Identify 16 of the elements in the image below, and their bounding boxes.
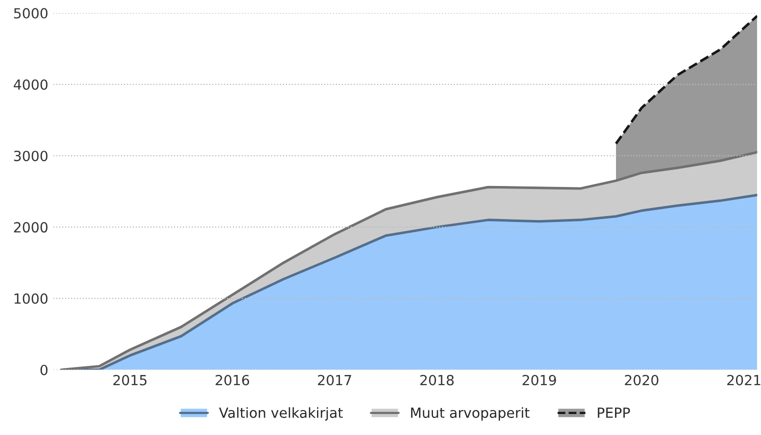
- legend-label: PEPP: [598, 408, 630, 418]
- y-tick-label: 4000: [14, 79, 48, 90]
- x-tick-label: 2019: [522, 374, 556, 386]
- x-tick-label: 2015: [113, 374, 146, 386]
- x-tick-label: 2021: [727, 374, 760, 386]
- x-tick-label: 2020: [624, 374, 658, 386]
- y-tick-label: 2000: [14, 222, 48, 233]
- y-tick-label: 3000: [14, 150, 48, 162]
- x-tick-label: 2017: [318, 374, 352, 386]
- legend-label: Valtion velkakirjat: [219, 407, 343, 421]
- x-tick-label: 2018: [420, 374, 454, 386]
- x-tick-label: 2016: [216, 374, 250, 386]
- y-tick-label: 1000: [14, 293, 48, 304]
- legend-label: Muut arvopaperit: [411, 407, 530, 421]
- y-tick-label: 5000: [14, 8, 48, 19]
- y-tick-label: 0: [40, 364, 48, 376]
